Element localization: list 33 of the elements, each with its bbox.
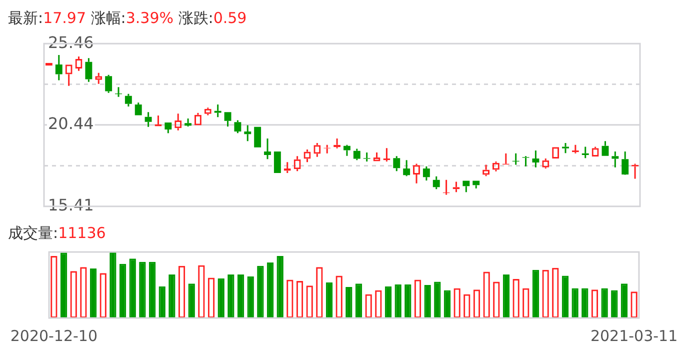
x-tick-label: 2021-03-11 <box>590 326 678 345</box>
candlestick <box>462 180 470 193</box>
candlestick <box>343 144 350 157</box>
candlestick <box>522 155 530 168</box>
candlestick <box>432 176 440 190</box>
candlestick <box>144 111 152 128</box>
candlestick <box>363 152 370 162</box>
x-tick-label: 2020-12-10 <box>10 326 98 345</box>
candlestick <box>472 180 480 190</box>
chart-title: 成交量:11136 <box>8 224 106 242</box>
candlestick <box>602 140 609 156</box>
candlestick <box>105 74 112 94</box>
candlestick <box>532 150 540 168</box>
candlestick <box>562 142 569 154</box>
candlestick <box>184 118 192 128</box>
candlestick <box>264 138 271 160</box>
candlestick <box>224 112 232 128</box>
candlestick <box>164 122 172 134</box>
candlestick <box>393 155 400 172</box>
candlestick <box>85 57 92 83</box>
candlestick <box>214 104 222 118</box>
candlestick <box>353 148 360 161</box>
candlestick <box>403 159 410 177</box>
chart-title: 最新:17.97 涨幅:3.39% 涨跌:0.59 <box>8 9 247 27</box>
candlestick <box>612 150 619 168</box>
candlestick <box>134 102 142 116</box>
candlestick <box>422 166 430 182</box>
candlestick <box>124 93 132 108</box>
y-tick-label: 20.44 <box>48 114 94 134</box>
candlestick <box>234 119 242 134</box>
candlestick <box>582 146 589 159</box>
candlestick <box>244 124 252 142</box>
candlestick <box>55 54 62 81</box>
